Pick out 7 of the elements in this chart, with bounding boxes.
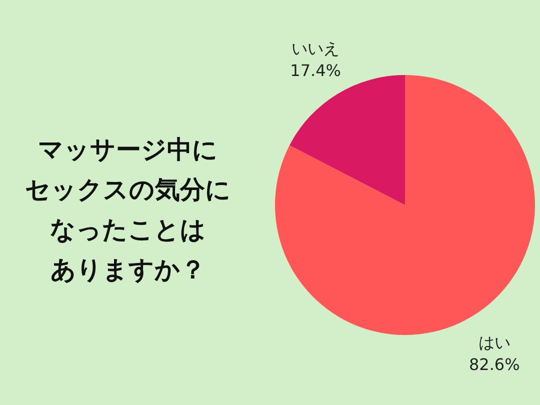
- text: マッサージ中にセックスの気分になったことはありますか？: [25, 135, 231, 284]
- slice-label: いいえ: [292, 39, 340, 58]
- data-label: 17.4%: [290, 61, 342, 80]
- slice-label: はい: [478, 332, 510, 352]
- data-label: 82.6%: [468, 354, 520, 374]
- pie-slice: [275, 75, 535, 335]
- pie-slice: [290, 75, 405, 205]
